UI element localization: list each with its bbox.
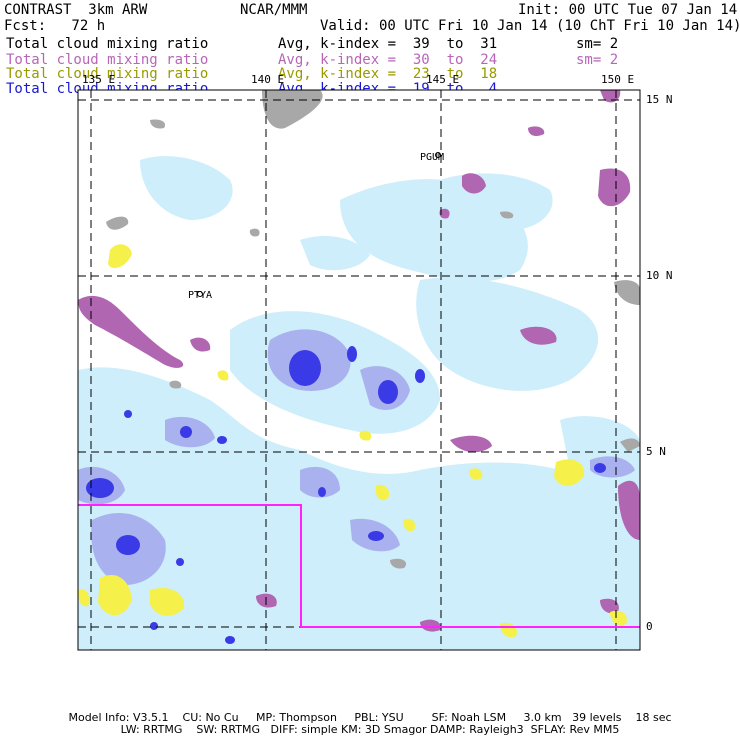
- lon-label-145: 145 E: [426, 73, 460, 86]
- site-marker-pgum: [435, 152, 441, 158]
- center-title: NCAR/MMM: [240, 2, 308, 18]
- model-info-line-1: Model Info: V3.5.1 CU: No Cu MP: Thompso…: [68, 711, 672, 724]
- init-time: Init: 00 UTC Tue 07 Jan 14: [518, 2, 738, 18]
- legend-stat-1: Avg, k-index = 39 to 31: [278, 36, 498, 52]
- forecast-hour: Fcst: 72 h: [4, 18, 106, 34]
- low-level-cloud: [78, 244, 627, 638]
- legend-label-1: Total cloud mixing ratio: [6, 36, 209, 52]
- deep-cloud-cores: [86, 346, 606, 644]
- cloud-fields: [78, 90, 640, 650]
- valid-time: Valid: 00 UTC Fri 10 Jan 14 (10 ChT Fri …: [320, 18, 740, 34]
- legend-sm-1: sm= 2: [576, 36, 619, 52]
- legend-label-2: Total cloud mixing ratio: [6, 52, 209, 68]
- lat-lon-grid: [78, 90, 640, 650]
- map-frame: [77, 89, 641, 651]
- site-marker-ptya: [197, 291, 203, 297]
- nested-domain-box: [78, 504, 640, 628]
- mid-cloud-layer: [78, 329, 635, 585]
- legend-stat-2: Avg, k-index = 30 to 24: [278, 52, 498, 68]
- lat-label-5n: 5 N: [646, 445, 666, 458]
- lat-label-10n: 10 N: [646, 269, 673, 282]
- site-label-ptya: PTYA: [188, 290, 213, 301]
- model-title: CONTRAST 3km ARW: [4, 2, 148, 18]
- lon-label-150: 150 E: [601, 73, 635, 86]
- legend-stat-3: Avg, k-index = 23 to 18: [278, 66, 498, 82]
- site-label-pgum: PGUM: [420, 152, 445, 163]
- model-info-line-2: LW: RRTMG SW: RRTMG DIFF: simple KM: 3D …: [120, 723, 620, 736]
- lat-label-15n: 15 N: [646, 93, 673, 106]
- mid-level-cloud: [78, 90, 640, 632]
- lon-label-140: 140 E: [251, 73, 285, 86]
- legend-sm-2: sm= 2: [576, 52, 619, 68]
- lat-label-0: 0: [646, 620, 653, 633]
- legend-label-3: Total cloud mixing ratio: [6, 66, 209, 82]
- lon-label-135: 135 E: [82, 73, 116, 86]
